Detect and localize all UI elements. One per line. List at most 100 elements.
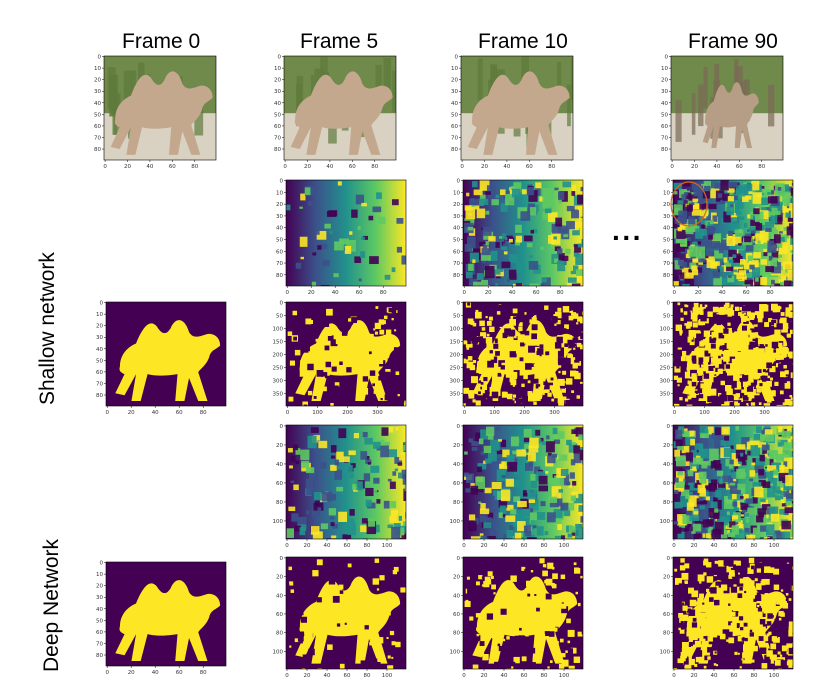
noise-patch bbox=[728, 230, 733, 236]
noise-patch bbox=[306, 485, 315, 495]
noise-patch bbox=[686, 204, 693, 212]
mask-noise bbox=[771, 636, 778, 642]
noise-patch bbox=[693, 241, 697, 244]
noise-patch bbox=[365, 499, 372, 507]
noise-patch bbox=[740, 502, 749, 510]
mask-noise bbox=[556, 363, 562, 368]
noise-patch bbox=[402, 445, 406, 451]
noise-patch bbox=[759, 230, 769, 243]
noise-patch bbox=[760, 525, 768, 532]
mask-noise bbox=[747, 390, 754, 398]
p-sc5-ytick-label: 50 bbox=[276, 237, 283, 243]
mask-noise bbox=[502, 332, 508, 339]
mask-noise bbox=[480, 381, 484, 385]
noise-patch bbox=[523, 525, 531, 534]
mask-noise bbox=[772, 390, 776, 394]
noise-patch bbox=[293, 444, 299, 451]
mask-noise bbox=[694, 330, 701, 336]
noise-patch bbox=[773, 469, 778, 476]
noise-patch bbox=[553, 509, 563, 519]
mask-noise bbox=[684, 580, 688, 584]
mask-noise bbox=[321, 372, 328, 379]
mask-noise bbox=[565, 399, 572, 406]
noise-patch bbox=[718, 478, 724, 485]
noise-patch bbox=[577, 276, 583, 282]
noise-patch bbox=[694, 443, 703, 450]
noise-patch bbox=[685, 452, 693, 462]
mask-noise bbox=[739, 666, 742, 669]
p-rgb90-xtick-label: 80 bbox=[758, 164, 765, 170]
noise-patch bbox=[529, 255, 533, 259]
mask-noise bbox=[469, 616, 474, 621]
mask-noise bbox=[771, 367, 775, 371]
p-rgb5-ytick-label: 20 bbox=[274, 78, 281, 84]
p-dm10-xtick-label: 20 bbox=[481, 673, 488, 679]
mask-noise bbox=[528, 367, 535, 374]
noise-patch bbox=[396, 218, 404, 224]
noise-patch bbox=[710, 515, 716, 521]
mask-noise bbox=[780, 631, 787, 638]
noise-patch bbox=[779, 465, 785, 470]
p-sc90-ytick-label: 70 bbox=[663, 261, 670, 267]
mask-noise bbox=[300, 616, 308, 623]
mask-noise bbox=[579, 558, 583, 562]
mask-noise bbox=[467, 334, 474, 342]
noise-patch bbox=[721, 426, 730, 435]
mask-noise bbox=[373, 328, 376, 331]
mask-noise bbox=[529, 647, 536, 654]
noise-patch bbox=[703, 180, 712, 190]
mask-noise bbox=[673, 375, 679, 380]
mask-noise bbox=[479, 614, 485, 620]
mask-noise bbox=[749, 629, 753, 633]
p-dm90-xtick-label: 60 bbox=[731, 673, 738, 679]
noise-patch bbox=[300, 256, 304, 260]
mask-noise bbox=[466, 405, 472, 406]
noise-patch bbox=[706, 519, 714, 525]
noise-patch bbox=[464, 451, 468, 455]
noise-patch bbox=[782, 445, 792, 458]
mask-noise bbox=[374, 331, 378, 335]
noise-patch bbox=[561, 228, 570, 240]
noise-patch bbox=[553, 439, 561, 444]
noise-patch bbox=[484, 487, 492, 494]
mask-noise bbox=[792, 628, 793, 635]
p-dm10-frame bbox=[462, 556, 584, 670]
mask-noise bbox=[573, 398, 577, 402]
mask-noise bbox=[676, 361, 680, 365]
noise-patch bbox=[765, 266, 774, 273]
mask-noise bbox=[512, 394, 517, 398]
noise-patch bbox=[557, 191, 565, 200]
mask-noise bbox=[478, 370, 483, 374]
p-dm0-xtick-label: 40 bbox=[152, 670, 159, 676]
noise-patch bbox=[548, 524, 552, 529]
mask-noise bbox=[786, 333, 792, 338]
camel-mask bbox=[472, 320, 578, 401]
noise-patch bbox=[503, 534, 509, 539]
mask-noise bbox=[338, 359, 342, 363]
noise-patch bbox=[491, 481, 502, 490]
mask-noise bbox=[720, 652, 726, 659]
mask-noise bbox=[762, 635, 769, 642]
mask-noise bbox=[514, 635, 521, 642]
mask-noise bbox=[684, 337, 688, 341]
noise-patch bbox=[525, 463, 533, 471]
noise-patch bbox=[365, 487, 374, 497]
mask-noise bbox=[547, 389, 550, 393]
mask-noise bbox=[550, 377, 554, 381]
noise-patch bbox=[717, 193, 723, 198]
p-rgb10-ytick-label: 80 bbox=[451, 147, 458, 153]
mask-noise bbox=[712, 656, 717, 661]
mask-noise bbox=[552, 377, 557, 382]
noise-patch bbox=[710, 188, 720, 199]
mask-noise bbox=[568, 324, 574, 330]
mask-noise bbox=[754, 578, 762, 586]
mask-noise bbox=[377, 564, 385, 572]
noise-patch bbox=[759, 210, 769, 220]
noise-patch bbox=[714, 437, 724, 450]
noise-patch bbox=[523, 235, 533, 242]
mask-noise bbox=[758, 558, 762, 563]
p-dm10-clip-content bbox=[463, 557, 583, 669]
mask-noise bbox=[784, 370, 789, 375]
mask-noise bbox=[757, 563, 765, 571]
